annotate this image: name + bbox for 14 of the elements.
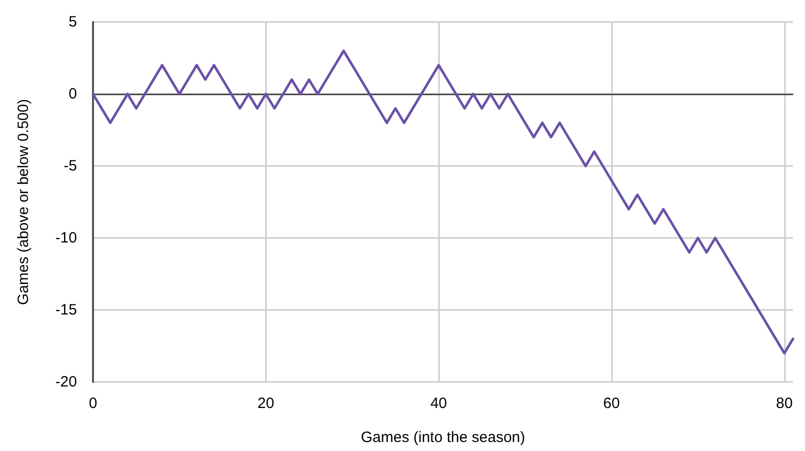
x-tick-label: 40	[430, 395, 448, 412]
y-tick-label: 5	[68, 14, 77, 30]
x-axis-title: Games (into the season)	[360, 429, 526, 446]
x-tick-label: 80	[776, 395, 793, 412]
x-tick-label: 0	[88, 395, 98, 412]
y-tick-label: -5	[64, 158, 77, 174]
y-tick-label: 0	[68, 86, 77, 102]
y-axis-title: Games (above or below 0.500)	[15, 99, 32, 305]
line-series	[92, 50, 794, 354]
x-tick-label: 60	[603, 395, 620, 412]
y-tick-label: -10	[55, 230, 77, 246]
x-tick-label: 20	[257, 395, 274, 412]
y-tick-label: -20	[55, 374, 77, 390]
y-tick-label: -15	[55, 302, 77, 318]
